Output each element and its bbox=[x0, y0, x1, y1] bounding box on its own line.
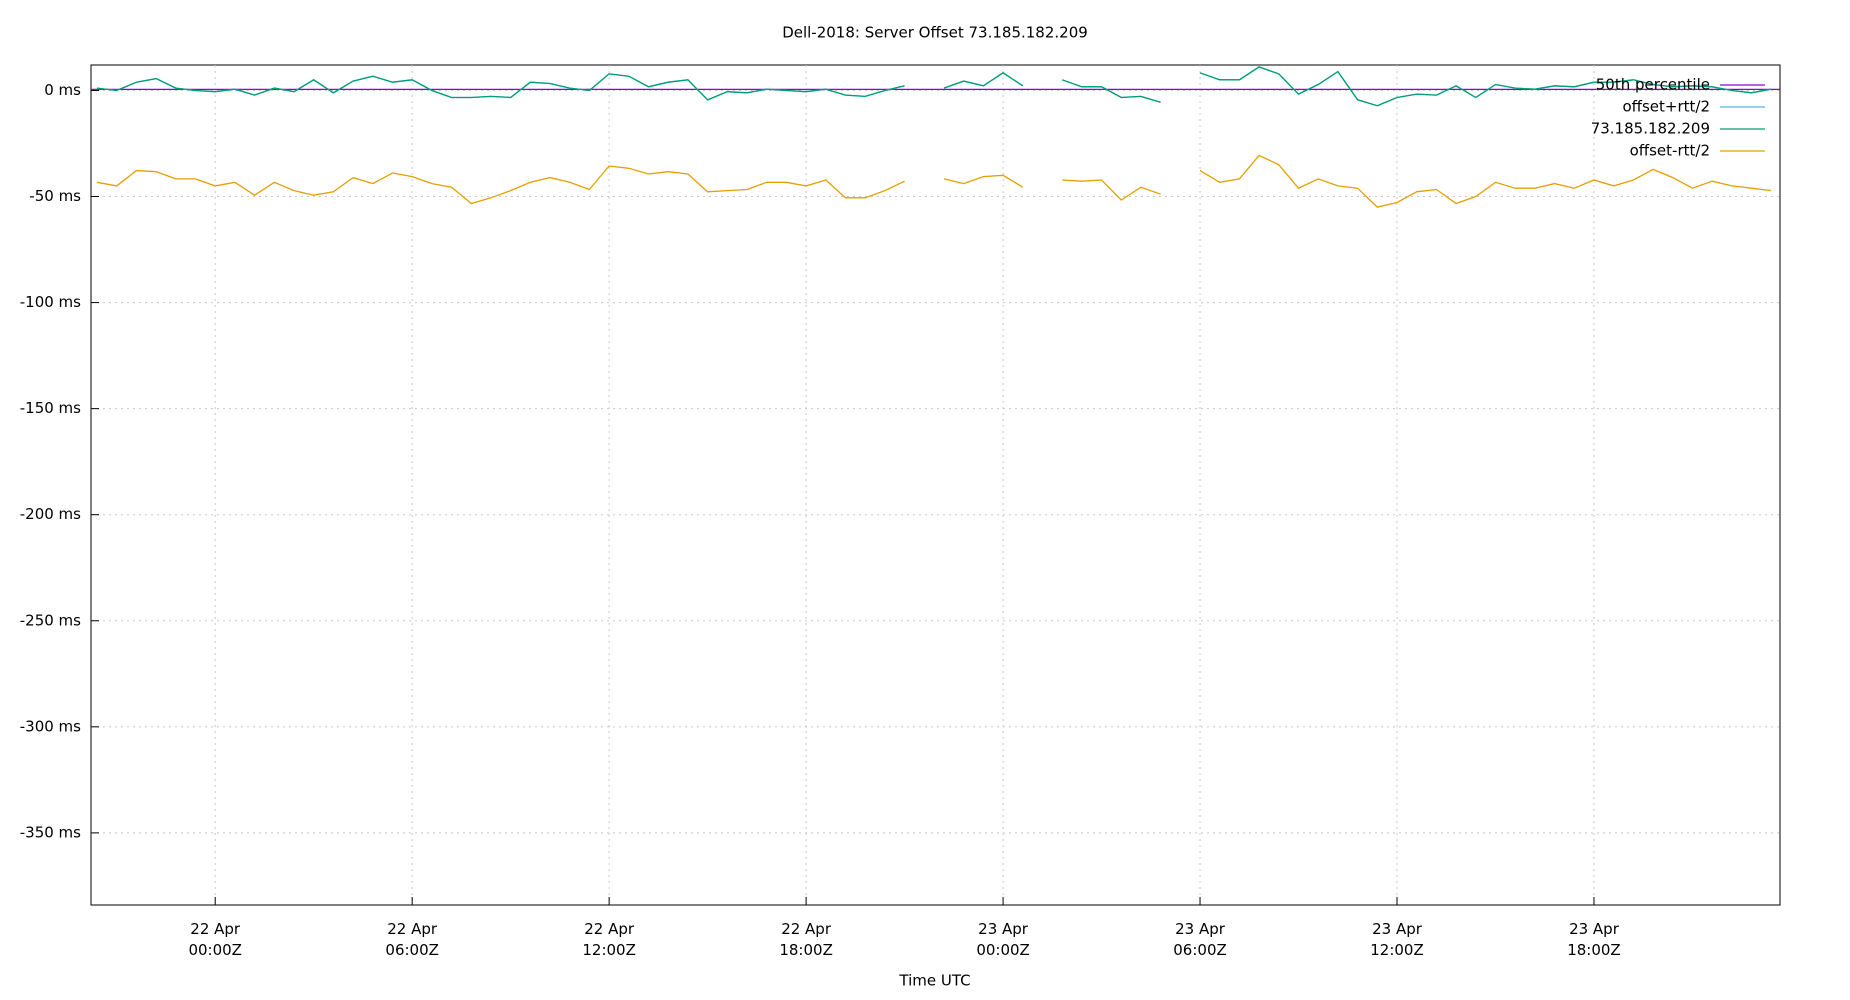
x-tick-label-line: 18:00Z bbox=[779, 941, 833, 959]
x-tick-label-line: 00:00Z bbox=[188, 941, 242, 959]
series-line bbox=[96, 66, 1772, 107]
x-tick-label-line: 12:00Z bbox=[1370, 941, 1424, 959]
x-tick-label-line: 23 Apr bbox=[978, 920, 1029, 938]
y-tick-label: -100 ms bbox=[20, 293, 81, 311]
x-tick-label-line: 22 Apr bbox=[387, 920, 438, 938]
y-tick-label: -200 ms bbox=[20, 505, 81, 523]
x-tick-label: 22 Apr 12:00Z bbox=[582, 920, 636, 959]
x-tick-label-line: 22 Apr bbox=[781, 920, 832, 938]
x-axis-label: Time UTC bbox=[898, 972, 970, 990]
x-tick-label-line: 22 Apr bbox=[584, 920, 635, 938]
legend-label: 73.185.182.209 bbox=[1591, 120, 1710, 138]
y-tick-label: -150 ms bbox=[20, 399, 81, 417]
x-tick-label: 22 Apr 06:00Z bbox=[385, 920, 439, 959]
y-tick-label: -300 ms bbox=[20, 717, 81, 735]
plot-frame bbox=[90, 64, 1781, 906]
series-line bbox=[96, 66, 1772, 107]
x-tick-label-line: 23 Apr bbox=[1175, 920, 1226, 938]
legend-label: offset+rtt/2 bbox=[1622, 98, 1710, 116]
chart-title: Dell-2018: Server Offset 73.185.182.209 bbox=[782, 24, 1088, 42]
y-tick-label: -50 ms bbox=[29, 187, 81, 205]
x-tick-label-line: 06:00Z bbox=[385, 941, 439, 959]
x-tick-label-line: 23 Apr bbox=[1569, 920, 1620, 938]
x-tick-label: 22 Apr 00:00Z bbox=[188, 920, 242, 959]
x-tick-label: 23 Apr 06:00Z bbox=[1173, 920, 1227, 959]
legend-label: 50th percentile bbox=[1596, 76, 1710, 94]
x-tick-label-line: 06:00Z bbox=[1173, 941, 1227, 959]
x-tick-label-line: 22 Apr bbox=[190, 920, 241, 938]
y-tick-label: -250 ms bbox=[20, 611, 81, 629]
series-line bbox=[96, 154, 1772, 208]
x-tick-label: 23 Apr 18:00Z bbox=[1567, 920, 1621, 959]
y-tick-label: -350 ms bbox=[20, 823, 81, 841]
legend-label: offset-rtt/2 bbox=[1630, 142, 1710, 160]
x-tick-label: 23 Apr 00:00Z bbox=[976, 920, 1030, 959]
x-tick-label-line: 18:00Z bbox=[1567, 941, 1621, 959]
x-tick-label: 22 Apr 18:00Z bbox=[779, 920, 833, 959]
x-tick-label-line: 12:00Z bbox=[582, 941, 636, 959]
x-tick-label-line: 23 Apr bbox=[1372, 920, 1423, 938]
y-tick-label: 0 ms bbox=[44, 81, 81, 99]
x-tick-label-line: 00:00Z bbox=[976, 941, 1030, 959]
x-tick-label: 23 Apr 12:00Z bbox=[1370, 920, 1424, 959]
